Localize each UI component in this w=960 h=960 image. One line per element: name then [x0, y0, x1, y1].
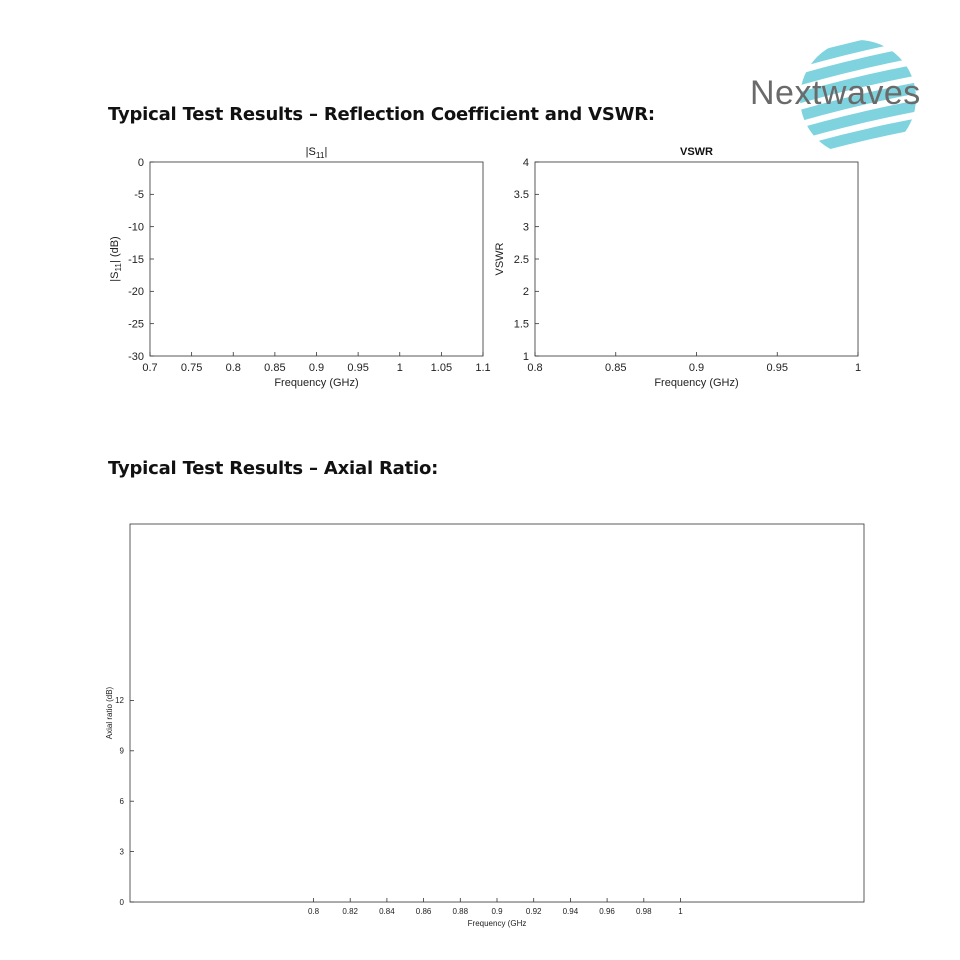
y-tick-label: 3.5	[514, 189, 529, 201]
x-tick-label: 0.8	[226, 362, 241, 374]
x-tick-label: 1	[678, 907, 683, 916]
x-axis-label: Frequency (GHz	[468, 919, 527, 928]
axial-ratio-chart: 0.8 0.82 0.84 0.86 0.88 0.9 0.92 0.94 0.96 0.98 1 0…	[105, 523, 865, 928]
logo-stripe	[800, 40, 916, 74]
x-tick-label: 0.85	[264, 362, 285, 374]
y-tick-label: 1	[523, 351, 529, 363]
y-tick-label: 0	[120, 898, 125, 907]
x-tick-label: 1.05	[431, 362, 452, 374]
y-tick-label: 12	[115, 696, 124, 705]
y-tick-label: 3	[120, 847, 125, 856]
axial-heading: Typical Test Results – Axial Ratio:	[108, 458, 439, 479]
logo-stripe	[800, 60, 916, 110]
logo-stripe	[800, 114, 916, 156]
y-axis-label: Axial ratio (dB)	[105, 686, 114, 739]
y-tick-label: 6	[120, 797, 125, 806]
x-tick-label: 0.98	[636, 907, 652, 916]
logo-stripe	[800, 96, 916, 146]
x-axis-label: Frequency (GHz)	[274, 377, 358, 389]
x-tick-label: 0.75	[181, 362, 202, 374]
reflection-heading: Typical Test Results – Reflection Coeffi…	[108, 104, 655, 125]
x-tick-label: 0.84	[379, 907, 395, 916]
x-tick-label: 0.92	[526, 907, 542, 916]
x-tick-label: 0.94	[563, 907, 579, 916]
chart-title: VSWR	[680, 146, 713, 158]
x-tick-label: 0.88	[453, 907, 469, 916]
x-tick-label: 0.95	[347, 362, 368, 374]
x-axis-label: Frequency (GHz)	[654, 377, 738, 389]
y-tick-label: 2	[523, 286, 529, 298]
logo-stripe	[800, 42, 916, 92]
x-tick-label: 0.9	[689, 362, 704, 374]
x-tick-label: 0.8	[308, 907, 320, 916]
chart-title: |S11|	[306, 146, 328, 160]
x-tick-label: 0.95	[767, 362, 788, 374]
y-tick-label: 2.5	[514, 254, 529, 266]
y-axis-label: |S11| (dB)	[109, 236, 123, 281]
x-tick-label: 0.9	[491, 907, 503, 916]
x-tick-label: 1	[855, 362, 861, 374]
y-tick-label: -30	[128, 351, 144, 363]
y-tick-label: -20	[128, 286, 144, 298]
x-tick-label: 0.82	[342, 907, 358, 916]
x-tick-label: 0.86	[416, 907, 432, 916]
y-tick-label: -10	[128, 222, 144, 234]
logo-text: Nextwaves	[750, 74, 921, 112]
y-tick-label: 9	[120, 747, 125, 756]
y-tick-label: -25	[128, 319, 144, 331]
y-tick-label: 4	[523, 157, 529, 169]
y-tick-label: 1.5	[514, 319, 529, 331]
y-tick-label: -5	[134, 189, 144, 201]
x-tick-label: 1	[397, 362, 403, 374]
logo-stripe	[800, 78, 916, 128]
y-tick-label: 3	[523, 222, 529, 234]
x-tick-label: 1.1	[475, 362, 490, 374]
plot-frame	[149, 161, 484, 357]
x-tick-label: 0.7	[142, 362, 157, 374]
x-tick-label: 0.8	[527, 362, 542, 374]
logo-swoosh-icon	[800, 40, 916, 156]
y-axis-label: VSWR	[494, 242, 506, 275]
x-tick-label: 0.9	[309, 362, 324, 374]
plot-frame	[129, 523, 865, 903]
y-tick-label: -15	[128, 254, 144, 266]
x-tick-label: 0.85	[605, 362, 626, 374]
y-tick-label: 0	[138, 157, 144, 169]
s11-chart: 0.7 0.75 0.8 0.85 0.9 0.95 1 1.05 1.1 0 -5 -10 -15 -2…	[109, 146, 491, 389]
plot-frame	[534, 161, 859, 357]
x-tick-label: 0.96	[599, 907, 615, 916]
vswr-chart: 0.8 0.85 0.9 0.95 1 1 1.5 2 2.5 3 3.5 4 VSWR Frequen…	[494, 146, 861, 389]
